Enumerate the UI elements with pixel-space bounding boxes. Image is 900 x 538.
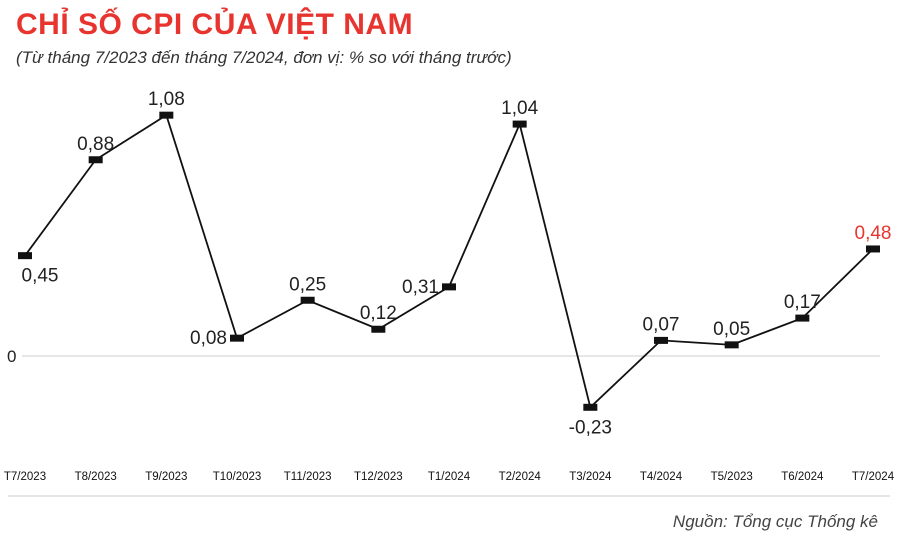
series-group: T7/2023 T8/2023 T9/2023 T10/2023 T11/2023 T12… — [4, 89, 895, 483]
x-tick-label: T6/2024 — [781, 471, 824, 483]
data-value-label: -0,23 — [569, 417, 612, 438]
data-value-label: 0,12 — [360, 303, 397, 324]
chart-title: CHỈ SỐ CPI CỦA VIỆT NAM — [16, 8, 414, 41]
series-line — [24, 113, 874, 410]
x-tick-label: T1/2024 — [428, 471, 471, 483]
source-note: Nguồn: Tổng cục Thống kê — [672, 512, 878, 531]
zero-tick-label: 0 — [7, 347, 16, 366]
data-value-label: 0,17 — [784, 292, 821, 313]
data-point-marker — [371, 325, 386, 333]
data-value-label: 1,08 — [148, 89, 185, 110]
x-tick-label: T7/2023 — [4, 471, 46, 483]
data-value-label: 0,88 — [77, 134, 114, 155]
x-tick-label: T9/2023 — [145, 471, 187, 483]
data-value-label: 1,04 — [501, 98, 538, 119]
x-tick-label: T5/2023 — [711, 471, 753, 483]
x-tick-label: T2/2024 — [499, 471, 542, 483]
data-value-label: 0,31 — [402, 277, 439, 298]
data-point-marker — [724, 341, 739, 349]
data-point-marker — [442, 283, 456, 291]
x-tick-label: T8/2023 — [75, 471, 117, 483]
data-point-marker — [88, 156, 103, 164]
data-point-marker — [18, 252, 32, 260]
data-value-label: 0,45 — [22, 266, 59, 287]
data-value-label: 0,25 — [289, 274, 326, 295]
x-tick-label: T11/2023 — [284, 471, 332, 483]
x-tick-label: T12/2023 — [354, 471, 403, 483]
data-value-label: 0,05 — [713, 319, 750, 340]
x-tick-label: T4/2024 — [640, 471, 683, 483]
data-point-marker — [795, 314, 810, 322]
data-value-label: 0,07 — [643, 314, 680, 335]
x-tick-label: T7/2024 — [852, 471, 895, 483]
data-point-marker — [300, 296, 315, 304]
data-point-marker — [230, 334, 244, 342]
data-point-marker — [866, 245, 880, 253]
x-tick-label: T3/2024 — [569, 471, 612, 483]
data-value-label: 0,08 — [190, 328, 227, 349]
data-point-marker — [583, 403, 598, 411]
chart-subtitle: (Từ tháng 7/2023 đến tháng 7/2024, đơn v… — [16, 48, 512, 67]
x-tick-label: T10/2023 — [213, 471, 262, 483]
data-point-marker — [654, 336, 668, 344]
data-point-marker — [512, 120, 527, 128]
data-point-marker — [159, 111, 174, 119]
data-value-label: 0,48 — [855, 223, 892, 244]
